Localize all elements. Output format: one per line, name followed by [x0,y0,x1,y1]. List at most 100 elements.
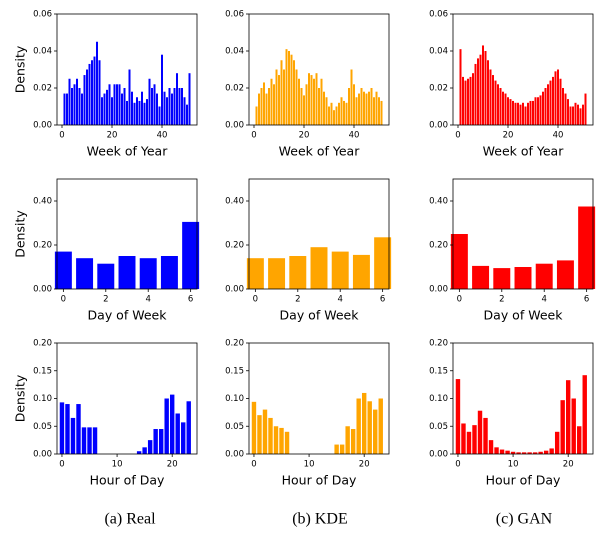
bar [464,80,467,125]
bar [181,88,183,125]
bar [278,75,280,125]
bar [579,108,582,125]
bar [300,88,303,125]
bar [358,93,360,125]
bar [345,426,350,454]
x-axis-label: Hour of Day [486,473,561,488]
bar [315,73,318,125]
bar [295,69,298,125]
bar [136,451,142,454]
bar [126,100,128,125]
bar [373,97,375,125]
bar [521,452,527,454]
bar [66,93,68,125]
bar [280,60,283,125]
bar [181,422,186,454]
bar [505,450,510,454]
bar [131,91,133,125]
bar [284,431,290,454]
y-tick-label: 0.40 [429,197,448,207]
y-tick-label: 0.00 [429,450,448,460]
bar [340,97,343,125]
bar [163,91,166,125]
bar [477,410,483,454]
x-tick-label: 20 [563,460,574,470]
bar [572,106,574,125]
bar [562,88,564,125]
bar [171,93,173,125]
bar [116,84,118,125]
bar [103,93,106,125]
bar [565,380,571,454]
x-axis-label: Day of Week [88,308,168,323]
x-axis-label: Hour of Day [90,473,165,488]
bar [477,58,479,125]
y-tick-label: 0.00 [33,121,52,131]
bar [96,41,98,125]
axes-frame [248,178,390,290]
bar [532,100,534,125]
bar [268,258,286,289]
bar [489,69,492,125]
bar [361,392,367,454]
bar [73,84,76,125]
bar [164,398,169,454]
x-tick-label: 2 [499,295,504,305]
x-tick-label: 0 [251,131,256,141]
bar [313,78,315,125]
bar [472,425,477,454]
x-tick-label: 20 [107,131,118,141]
y-tick-label: 0.40 [225,197,244,207]
caption: (a) Real [104,511,156,528]
bar [263,82,265,125]
bar [318,88,320,125]
bar [310,75,313,125]
bar [514,102,517,125]
bar [251,401,257,454]
bar [578,206,596,289]
bar [479,54,482,126]
bar [108,84,111,125]
y-axis-label: Density [13,374,28,422]
bar [482,45,484,126]
bar [494,80,497,125]
x-axis-label: Week of Year [87,144,169,159]
bar [455,379,461,454]
y-tick-label: 0.04 [33,47,52,57]
bar [472,265,490,289]
bar [557,69,559,125]
bar [535,263,553,289]
x-tick-label: 40 [553,131,564,141]
bar [493,268,511,289]
bar [512,100,514,125]
bar [305,84,308,125]
bar [352,254,370,289]
bar [514,267,532,289]
bar [158,106,161,125]
bar [363,91,365,125]
bar [459,49,462,125]
bar [331,251,349,289]
bar [78,88,81,125]
bar [156,93,158,125]
bar [54,251,72,289]
bar [461,423,466,454]
bar [166,97,168,125]
bar [161,54,163,126]
bar [564,93,567,125]
bar [303,95,305,125]
bar [487,60,489,125]
bar [328,106,330,125]
bar [63,93,66,125]
bar [118,256,136,289]
bar [582,104,584,125]
bar [255,106,258,125]
bar [538,451,543,454]
bar [128,69,131,125]
x-tick-label: 0 [455,131,460,141]
y-tick-label: 0.05 [429,422,448,432]
bar [76,404,81,454]
bar [330,102,333,125]
bar [360,88,363,125]
